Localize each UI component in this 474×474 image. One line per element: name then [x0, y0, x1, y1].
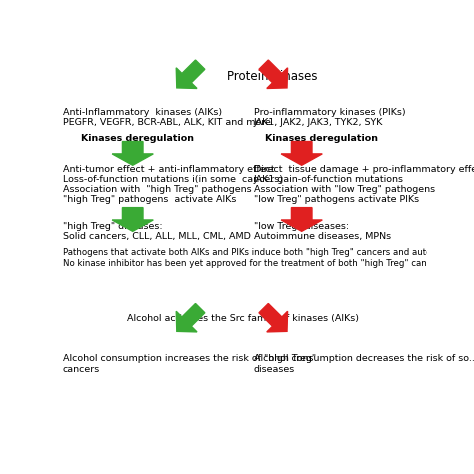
Text: JAK1 gain-of-function mutations: JAK1 gain-of-function mutations — [254, 175, 404, 184]
Text: Kinases deregulation: Kinases deregulation — [265, 134, 378, 143]
Polygon shape — [112, 208, 153, 231]
Text: Alcohol activates the Src family of kinases (AIKs): Alcohol activates the Src family of kina… — [127, 314, 359, 323]
Text: "high Treg" pathogens  activate AIKs: "high Treg" pathogens activate AIKs — [63, 195, 237, 204]
Text: Solid cancers, CLL, ALL, MLL, CML, AMD: Solid cancers, CLL, ALL, MLL, CML, AMD — [63, 232, 251, 241]
Polygon shape — [259, 60, 288, 89]
Text: Kinases deregulation: Kinases deregulation — [82, 134, 194, 143]
Polygon shape — [112, 142, 153, 165]
Text: diseases: diseases — [254, 365, 295, 374]
Text: Direct  tissue damage + pro-inflammatory effe...: Direct tissue damage + pro-inflammatory … — [254, 164, 474, 173]
Text: Alcohol consumption increases the risk of "high Treg": Alcohol consumption increases the risk o… — [63, 355, 316, 364]
Text: cancers: cancers — [63, 365, 100, 374]
Text: Pro-inflammatory kinases (PIKs): Pro-inflammatory kinases (PIKs) — [254, 108, 406, 117]
Polygon shape — [281, 142, 322, 165]
Polygon shape — [281, 208, 322, 231]
Polygon shape — [176, 303, 205, 332]
Text: Pathogens that activate both AIKs and PIKs induce both "high Treg" cancers and a: Pathogens that activate both AIKs and PI… — [63, 248, 474, 257]
Polygon shape — [176, 60, 205, 89]
Text: Autoimmune diseases, MPNs: Autoimmune diseases, MPNs — [254, 232, 391, 241]
Text: Alcohol consumption decreases the risk of so...: Alcohol consumption decreases the risk o… — [254, 355, 474, 364]
Text: Anti-tumor effect + anti-inflammatory effect: Anti-tumor effect + anti-inflammatory ef… — [63, 164, 274, 173]
Text: PEGFR, VEGFR, BCR-ABL, ALK, KIT and more: PEGFR, VEGFR, BCR-ABL, ALK, KIT and more — [63, 118, 271, 127]
Text: Anti-Inflammatory  kinases (AIKs): Anti-Inflammatory kinases (AIKs) — [63, 108, 222, 117]
Text: No kinase inhibitor has been yet approved for the treatment of both "high Treg" : No kinase inhibitor has been yet approve… — [63, 259, 474, 268]
Text: JAK1, JAK2, JAK3, TYK2, SYK: JAK1, JAK2, JAK3, TYK2, SYK — [254, 118, 383, 127]
Text: Association with "low Treg" pathogens: Association with "low Treg" pathogens — [254, 185, 435, 194]
Text: "low Treg" diseases:: "low Treg" diseases: — [254, 222, 349, 231]
Text: Loss-of-function mutations i(in some  cancers): Loss-of-function mutations i(in some can… — [63, 175, 283, 184]
Text: "low Treg" pathogens activate PIKs: "low Treg" pathogens activate PIKs — [254, 195, 419, 204]
Text: Association with  "high Treg" pathogens: Association with "high Treg" pathogens — [63, 185, 252, 194]
Text: Protein Kinases: Protein Kinases — [227, 70, 318, 82]
Text: "high Treg" diseases:: "high Treg" diseases: — [63, 222, 163, 231]
Polygon shape — [259, 303, 288, 332]
